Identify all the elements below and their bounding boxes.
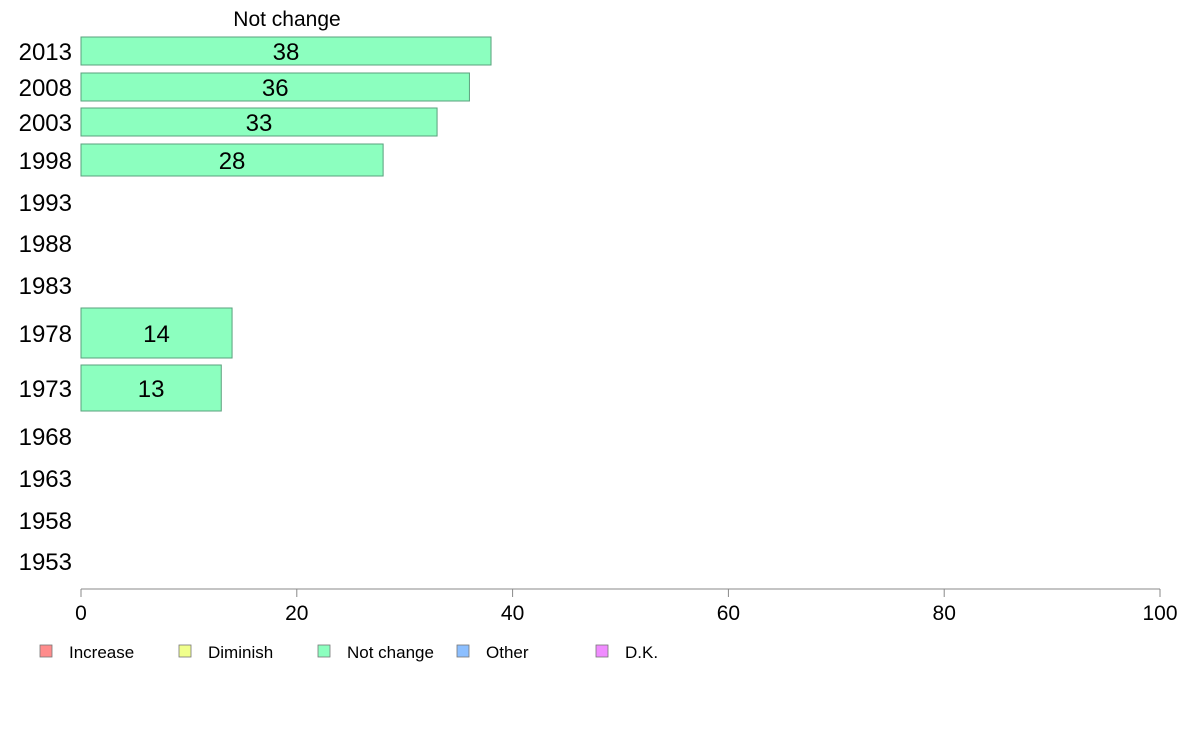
- bar-value-label: 28: [219, 148, 246, 175]
- bar-value-label: 36: [262, 75, 289, 102]
- legend-item: Diminish: [178, 643, 273, 662]
- bar: [80, 36, 492, 66]
- category-label: 1953: [19, 549, 72, 576]
- category-label: 1978: [19, 321, 72, 348]
- category-label: 1958: [19, 508, 72, 535]
- x-tick-label: 80: [933, 602, 956, 625]
- x-tick-label: 20: [285, 602, 308, 625]
- legend-item: Not change: [317, 643, 434, 662]
- legend-item: D.K.: [595, 643, 658, 662]
- legend-label: Increase: [69, 643, 134, 662]
- legend-item: Increase: [39, 643, 134, 662]
- category-label: 1968: [19, 424, 72, 451]
- x-axis: 0 20 40 60 80 100: [75, 588, 1178, 625]
- bar: [80, 107, 438, 137]
- bar-value-label: 14: [143, 321, 170, 348]
- category-label: 1963: [19, 466, 72, 493]
- legend-swatch: [39, 644, 53, 658]
- legend-label: Not change: [347, 643, 434, 662]
- bar-value-label: 33: [246, 110, 273, 137]
- x-tick-label: 40: [501, 602, 524, 625]
- legend-swatch: [456, 644, 470, 658]
- legend-item: Other: [456, 643, 529, 662]
- chart-title: Not change: [233, 8, 340, 31]
- x-tick-label: 0: [75, 602, 87, 625]
- bar-value-label: 13: [138, 376, 165, 403]
- legend-swatch: [178, 644, 192, 658]
- legend-label: D.K.: [625, 643, 658, 662]
- bar: [80, 72, 470, 102]
- legend-label: Diminish: [208, 643, 273, 662]
- category-label: 2008: [19, 75, 72, 102]
- legend: Increase Diminish Not change Other D.K.: [39, 643, 658, 662]
- category-labels: 2013 2008 2003 1998 1993 1988 1983 1978 1973 1968…: [19, 39, 72, 576]
- category-label: 2003: [19, 110, 72, 137]
- bar: [80, 307, 233, 359]
- category-label: 1973: [19, 376, 72, 403]
- bar-value-label: 38: [273, 39, 300, 66]
- x-tick-label: 60: [717, 602, 740, 625]
- category-label: 1993: [19, 190, 72, 217]
- category-label: 1998: [19, 148, 72, 175]
- category-label: 1983: [19, 273, 72, 300]
- legend-label: Other: [486, 643, 529, 662]
- category-label: 2013: [19, 39, 72, 66]
- bar: [80, 364, 222, 412]
- category-label: 1988: [19, 231, 72, 258]
- bar: [80, 143, 384, 177]
- legend-swatch: [317, 644, 331, 658]
- legend-swatch: [595, 644, 609, 658]
- x-tick-label: 100: [1142, 602, 1177, 625]
